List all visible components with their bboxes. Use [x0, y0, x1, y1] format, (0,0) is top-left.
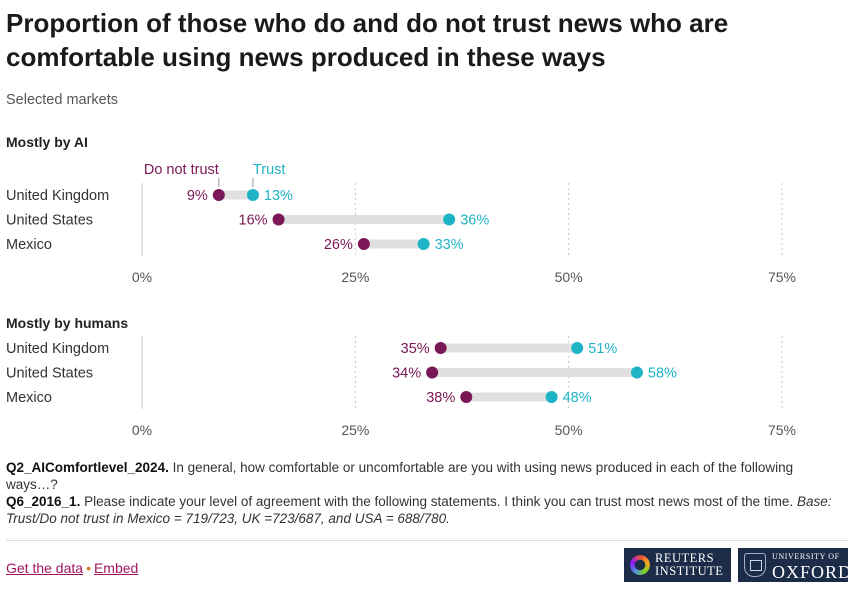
value-label-trust-1: 36%	[460, 213, 489, 229]
chart-subtitle: Selected markets	[6, 92, 119, 108]
category-label-1: United States	[6, 213, 93, 229]
dot-not-trust-1	[426, 366, 439, 379]
value-label-trust-2: 48%	[563, 390, 592, 406]
value-label-not-trust-2: 26%	[324, 237, 353, 253]
dot-trust-1	[630, 366, 643, 379]
dot-not-trust-0	[434, 342, 447, 354]
value-label-not-trust-1: 16%	[239, 213, 268, 229]
chart-notes: Q2_AIComfortlevel_2024. In general, how …	[6, 459, 848, 527]
value-label-trust-1: 58%	[648, 366, 677, 382]
footer-separator: •	[86, 560, 91, 576]
reuters-institute-logo[interactable]: REUTERS INSTITUTE	[624, 548, 731, 582]
get-data-link[interactable]: Get the data	[6, 560, 84, 576]
note-base: Base: Trust/Do not trust in Mexico = 719…	[6, 494, 832, 526]
oxford-university-logo[interactable]: UNIVERSITY OF OXFORD	[738, 548, 851, 582]
value-label-not-trust-0: 35%	[401, 341, 430, 357]
value-label-trust-2: 33%	[435, 237, 464, 253]
reuters-dots-icon	[630, 555, 650, 575]
x-tick-label-0: 0%	[132, 422, 152, 436]
note-q1: Q2_AIComfortlevel_2024. In general, how …	[6, 459, 848, 493]
x-tick-label-0: 0%	[132, 269, 152, 285]
dot-trust-2	[417, 238, 430, 250]
note-q2-code: Q6_2016_1.	[6, 494, 81, 509]
footer-divider	[6, 540, 848, 541]
value-label-not-trust-2: 38%	[426, 390, 455, 406]
value-label-trust-0: 51%	[588, 341, 617, 357]
dot-not-trust-0	[212, 189, 225, 201]
panel-title-ai: Mostly by AI	[6, 134, 88, 150]
note-q2-text: Please indicate your level of agreement …	[80, 494, 797, 509]
oxford-crest-icon	[744, 553, 766, 577]
x-tick-label-3: 75%	[768, 422, 796, 436]
legend-label-trust: Trust	[253, 162, 286, 178]
value-label-not-trust-1: 34%	[392, 366, 421, 382]
category-label-0: United Kingdom	[6, 341, 109, 357]
category-label-0: United Kingdom	[6, 188, 109, 204]
embed-link[interactable]: Embed	[93, 560, 139, 576]
value-label-trust-0: 13%	[264, 188, 293, 204]
dot-chart-humans: 0% 25% 50% 75% United Kingdom 35% 51% United St…	[6, 336, 796, 436]
category-label-2: Mexico	[6, 390, 52, 406]
dot-trust-1	[443, 213, 456, 226]
note-q1-code: Q2_AIComfortlevel_2024.	[6, 460, 169, 475]
oxford-logo-text: UNIVERSITY OF OXFORD	[772, 551, 853, 582]
dot-not-trust-2	[357, 238, 370, 250]
x-tick-label-3: 75%	[768, 269, 796, 285]
panel-title-humans: Mostly by humans	[6, 315, 129, 331]
dot-not-trust-1	[272, 213, 285, 226]
dot-not-trust-2	[460, 391, 473, 403]
category-label-1: United States	[6, 366, 93, 382]
reuters-logo-text: REUTERS INSTITUTE	[655, 551, 724, 578]
x-tick-label-2: 50%	[555, 269, 583, 285]
x-tick-label-2: 50%	[555, 422, 583, 436]
x-tick-label-1: 25%	[341, 269, 369, 285]
dot-trust-0	[571, 342, 584, 354]
legend-label-not-trust: Do not trust	[144, 162, 219, 178]
footer-links: Get the data • Embed	[6, 560, 138, 576]
dot-chart-ai: 0% 25% 50% 75% United Kingdom 9% 13% United Sta…	[6, 162, 796, 285]
x-tick-label-1: 25%	[341, 422, 369, 436]
note-q2: Q6_2016_1. Please indicate your level of…	[6, 493, 848, 527]
category-label-2: Mexico	[6, 237, 52, 253]
dot-trust-2	[545, 391, 558, 403]
dot-trust-0	[246, 189, 259, 201]
note-q1-text: In general, how comfortable or uncomfort…	[6, 460, 794, 492]
chart-title: Proportion of those who do and do not tr…	[6, 8, 729, 72]
value-label-not-trust-0: 9%	[187, 188, 208, 204]
